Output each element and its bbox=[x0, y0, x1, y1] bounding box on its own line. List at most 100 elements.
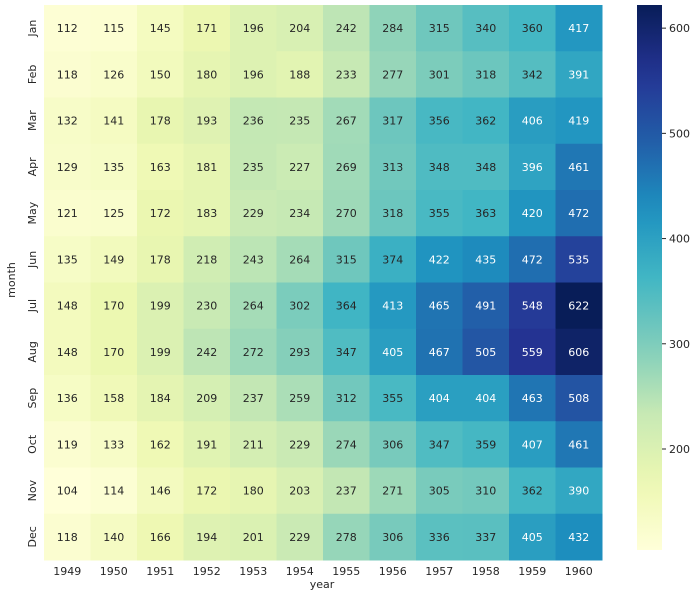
heatmap-cell bbox=[276, 5, 324, 52]
y-tick-label: Sep bbox=[26, 388, 39, 409]
heatmap-cell bbox=[276, 421, 324, 468]
y-tick-label: Mar bbox=[26, 110, 39, 131]
heatmap-cell bbox=[416, 421, 463, 468]
heatmap-cell bbox=[44, 513, 91, 561]
cell-value-label: 347 bbox=[336, 346, 357, 359]
heatmap-cell bbox=[323, 236, 370, 283]
cell-value-label: 259 bbox=[289, 392, 310, 405]
heatmap-cell bbox=[137, 513, 184, 561]
cell-value-label: 166 bbox=[150, 531, 171, 544]
x-tick-label: 1956 bbox=[379, 565, 407, 578]
cell-value-label: 363 bbox=[475, 207, 496, 220]
heatmap-cell bbox=[276, 467, 324, 515]
heatmap-cell bbox=[509, 236, 556, 283]
heatmap-cell bbox=[44, 51, 91, 98]
cell-value-label: 229 bbox=[289, 438, 310, 451]
heatmap-cell bbox=[90, 190, 138, 237]
heatmap-cell bbox=[323, 375, 370, 422]
heatmap-cell bbox=[555, 236, 603, 283]
heatmap-cell bbox=[230, 421, 277, 468]
cell-value-label: 242 bbox=[196, 346, 217, 359]
y-tick-label: Jan bbox=[26, 20, 39, 38]
heatmap-cell bbox=[44, 5, 91, 52]
cell-value-label: 293 bbox=[289, 346, 310, 359]
heatmap-cell bbox=[462, 375, 510, 422]
cell-value-label: 209 bbox=[196, 392, 217, 405]
heatmap-cell bbox=[555, 375, 603, 422]
heatmap-cell bbox=[230, 282, 277, 330]
cell-value-label: 348 bbox=[475, 161, 496, 174]
cell-value-label: 342 bbox=[522, 68, 543, 81]
cell-value-label: 390 bbox=[568, 485, 589, 498]
x-tick-label: 1958 bbox=[472, 565, 500, 578]
cell-value-label: 181 bbox=[196, 161, 217, 174]
cell-value-label: 306 bbox=[382, 438, 403, 451]
heatmap-cell bbox=[90, 51, 138, 98]
heatmap-cell bbox=[555, 513, 603, 561]
cell-value-label: 391 bbox=[568, 68, 589, 81]
colorbar-tick-label: 600 bbox=[669, 22, 690, 35]
heatmap-cell bbox=[555, 328, 603, 376]
cell-value-label: 199 bbox=[150, 346, 171, 359]
heatmap-cell bbox=[90, 328, 138, 376]
x-tick-label: 1955 bbox=[332, 565, 360, 578]
cell-value-label: 236 bbox=[243, 115, 264, 128]
heatmap-cell bbox=[555, 5, 603, 52]
heatmap-cell bbox=[416, 190, 463, 237]
cell-value-label: 140 bbox=[103, 531, 124, 544]
cell-value-label: 317 bbox=[382, 115, 403, 128]
heatmap-cell bbox=[462, 328, 510, 376]
x-tick-label: 1951 bbox=[146, 565, 174, 578]
cell-value-label: 306 bbox=[382, 531, 403, 544]
heatmap-cell bbox=[230, 513, 277, 561]
cell-value-label: 135 bbox=[57, 253, 78, 266]
heatmap-cell bbox=[555, 190, 603, 237]
cell-value-label: 114 bbox=[103, 485, 124, 498]
heatmap-cell bbox=[230, 328, 277, 376]
cell-value-label: 193 bbox=[196, 115, 217, 128]
cell-value-label: 118 bbox=[57, 68, 78, 81]
cell-value-label: 461 bbox=[568, 438, 589, 451]
y-tick-label: Apr bbox=[26, 157, 39, 177]
heatmap-cell bbox=[369, 190, 417, 237]
cell-value-label: 243 bbox=[243, 253, 264, 266]
x-tick-label: 1954 bbox=[286, 565, 314, 578]
cell-value-label: 133 bbox=[103, 438, 124, 451]
cell-value-label: 404 bbox=[475, 392, 496, 405]
heatmap-cell bbox=[323, 97, 370, 145]
cell-value-label: 136 bbox=[57, 392, 78, 405]
y-axis-label: month bbox=[5, 262, 18, 298]
heatmap-cell bbox=[90, 282, 138, 330]
cell-value-label: 118 bbox=[57, 531, 78, 544]
cell-value-label: 199 bbox=[150, 300, 171, 313]
cell-value-label: 132 bbox=[57, 115, 78, 128]
heatmap-cell bbox=[509, 467, 556, 515]
heatmap-cell bbox=[323, 421, 370, 468]
heatmap-cell bbox=[183, 328, 231, 376]
cell-value-label: 472 bbox=[568, 207, 589, 220]
cell-value-label: 218 bbox=[196, 253, 217, 266]
heatmap-cell bbox=[369, 421, 417, 468]
cell-value-label: 141 bbox=[103, 115, 124, 128]
heatmap-cell bbox=[509, 143, 556, 191]
cell-value-label: 172 bbox=[196, 485, 217, 498]
y-tick-label: Aug bbox=[26, 341, 39, 362]
cell-value-label: 312 bbox=[336, 392, 357, 405]
cell-value-label: 264 bbox=[243, 300, 264, 313]
heatmap-cell bbox=[462, 421, 510, 468]
heatmap-cell bbox=[44, 467, 91, 515]
cell-value-label: 271 bbox=[382, 485, 403, 498]
cell-value-label: 201 bbox=[243, 531, 264, 544]
x-tick-label: 1953 bbox=[239, 565, 267, 578]
cell-value-label: 121 bbox=[57, 207, 78, 220]
cell-value-label: 272 bbox=[243, 346, 264, 359]
heatmap-cell bbox=[509, 190, 556, 237]
heatmap-cell bbox=[230, 190, 277, 237]
heatmap-cell bbox=[276, 328, 324, 376]
cell-value-label: 229 bbox=[243, 207, 264, 220]
cell-value-label: 267 bbox=[336, 115, 357, 128]
cell-value-label: 313 bbox=[382, 161, 403, 174]
cell-value-label: 171 bbox=[196, 22, 217, 35]
y-tick-label: Jul bbox=[26, 299, 39, 313]
x-tick-label: 1950 bbox=[100, 565, 128, 578]
